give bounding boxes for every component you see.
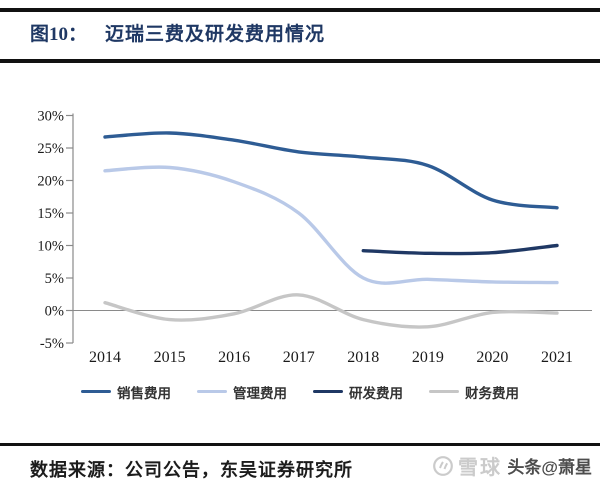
y-axis-tick-label: 25% xyxy=(37,141,64,157)
xueqiu-watermark: 雪球 xyxy=(432,451,502,480)
y-axis-tick-label: 0% xyxy=(45,303,64,319)
legend-item-rd: 研发费用 xyxy=(313,382,403,402)
expenses-line-chart: 30% 25% 20% 15% 10% 5% 0% -5% 2014 2015 2016 2017 20… xyxy=(37,108,592,366)
legend-item-sales: 销售费用 xyxy=(81,382,171,402)
legend-swatch-icon xyxy=(429,389,459,394)
legend-label: 管理费用 xyxy=(233,385,287,401)
header-divider xyxy=(0,59,600,63)
x-axis-tick-label: 2018 xyxy=(347,349,379,366)
chart-area: 30% 25% 20% 15% 10% 5% 0% -5% 2014 2015 2016 2017 20… xyxy=(0,63,600,381)
x-axis-tick-label: 2015 xyxy=(154,349,186,366)
y-axis-tick-label: 10% xyxy=(37,238,64,254)
figure-header: 图10： 迈瑞三费及研发费用情况 xyxy=(0,18,600,52)
watermark-brand: 雪球 xyxy=(458,457,502,479)
top-divider xyxy=(0,8,600,12)
legend-label: 研发费用 xyxy=(349,385,403,401)
y-axis-tick-label: 5% xyxy=(45,271,64,287)
watermark: 雪球 头条@萧星 xyxy=(432,450,592,479)
figure-number: 图10： xyxy=(30,24,88,45)
chart-legend: 销售费用 管理费用 研发费用 财务费用 xyxy=(0,383,600,401)
legend-item-finance: 财务费用 xyxy=(429,382,519,402)
legend-swatch-icon xyxy=(197,389,227,394)
legend-item-management: 管理费用 xyxy=(197,382,287,402)
x-axis-tick-label: 2016 xyxy=(218,349,250,366)
x-axis-tick-label: 2014 xyxy=(89,349,121,366)
figure-title: 迈瑞三费及研发费用情况 xyxy=(105,24,326,45)
data-source: 数据来源：公司公告，东吴证券研究所 xyxy=(30,460,353,480)
x-axis-tick-label: 2021 xyxy=(541,349,573,366)
legend-swatch-icon xyxy=(81,389,111,394)
footer-divider xyxy=(0,442,600,446)
series-line-rd xyxy=(361,243,559,255)
x-axis-tick-label: 2017 xyxy=(283,349,315,366)
legend-swatch-icon xyxy=(313,389,343,394)
y-axis-tick-label: 20% xyxy=(37,173,64,189)
series-line-management xyxy=(103,164,559,285)
xueqiu-logo-icon xyxy=(433,455,453,476)
series-line-finance xyxy=(103,292,559,329)
x-axis-tick-label: 2019 xyxy=(412,349,444,366)
y-axis-tick-label: 15% xyxy=(37,206,64,222)
y-axis-tick-label: -5% xyxy=(40,336,64,352)
y-axis-tick-label: 30% xyxy=(37,108,64,124)
watermark-overlay: 头条@萧星 xyxy=(507,458,592,477)
legend-label: 销售费用 xyxy=(117,385,171,401)
legend-label: 财务费用 xyxy=(465,385,519,401)
series-line-sales xyxy=(103,130,559,209)
figure-footer: 数据来源：公司公告，东吴证券研究所 雪球 头条@萧星 xyxy=(0,446,600,482)
x-axis-tick-label: 2020 xyxy=(476,349,508,366)
